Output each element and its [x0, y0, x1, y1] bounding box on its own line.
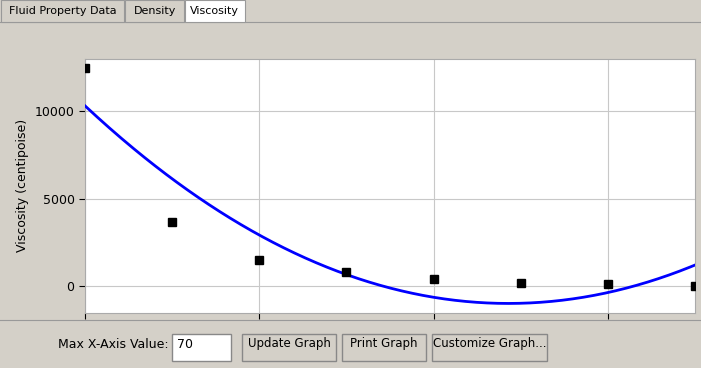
Text: Fluid Property Data: Fluid Property Data: [9, 6, 116, 16]
Text: 70: 70: [177, 337, 193, 350]
Text: Customize Graph...: Customize Graph...: [433, 337, 546, 350]
X-axis label: Temperature (deg. C): Temperature (deg. C): [316, 342, 464, 355]
Text: Update Graph: Update Graph: [247, 337, 331, 350]
Y-axis label: Viscosity (centipoise): Viscosity (centipoise): [16, 119, 29, 252]
Text: Viscosity: Viscosity: [191, 6, 239, 16]
Text: Print Graph: Print Graph: [350, 337, 418, 350]
Text: Density: Density: [133, 6, 176, 16]
Text: Max X-Axis Value:: Max X-Axis Value:: [57, 337, 168, 350]
